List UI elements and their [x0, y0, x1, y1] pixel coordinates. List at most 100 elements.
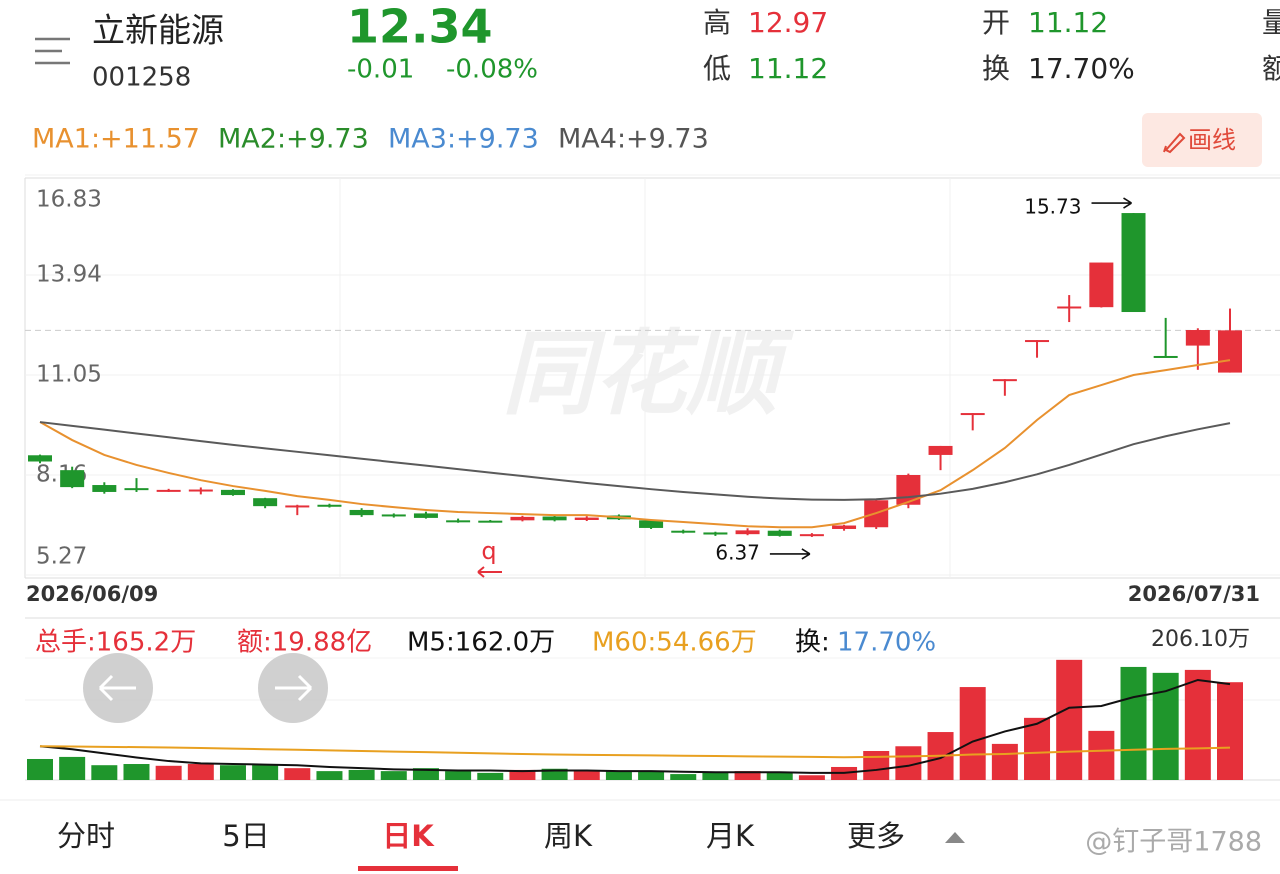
prev-button[interactable] — [83, 653, 153, 723]
volume-bar — [1217, 682, 1243, 780]
volume-bar — [734, 771, 761, 780]
annotation: 15.73 — [1024, 195, 1081, 219]
arrow-icon — [275, 674, 313, 702]
tab-bar: 分时 5日 日K 周K 月K 更多 — [57, 819, 905, 871]
y-tick-label: 5.27 — [36, 544, 87, 570]
draw-button[interactable]: 画线 — [1142, 113, 1262, 167]
y-tick-label: 13.94 — [36, 262, 102, 288]
volume-chart: 206.10万 — [25, 627, 1280, 780]
volume-bar — [27, 758, 53, 780]
tab[interactable]: 5日 — [222, 819, 269, 853]
change-pct: -0.08% — [446, 55, 538, 85]
volume-bar — [959, 687, 986, 780]
cut-label: 量 — [1262, 6, 1280, 39]
candle-body — [960, 413, 985, 416]
candle-body — [124, 488, 149, 491]
candle-body — [1185, 330, 1210, 346]
change: -0.01 — [347, 55, 414, 85]
menu-icon[interactable] — [35, 37, 70, 65]
volume-bar — [541, 768, 568, 780]
candle-body — [446, 520, 471, 523]
more-caret[interactable] — [945, 832, 965, 843]
candle-body — [735, 530, 760, 535]
ma-line — [39, 359, 1231, 529]
y-tick-label: 206.10万 — [1151, 627, 1250, 652]
volume-bar — [991, 743, 1018, 780]
volume-bar — [445, 771, 472, 780]
tab[interactable]: 日K — [382, 819, 435, 853]
annotation-arrow — [1091, 197, 1132, 209]
candle-body — [220, 489, 245, 496]
volume-bar — [573, 771, 600, 780]
candle-body — [1218, 330, 1242, 373]
volume-bar — [123, 764, 150, 780]
low-label: 低 — [703, 52, 731, 85]
tab[interactable]: 更多 — [847, 819, 905, 853]
candle-body — [639, 520, 664, 528]
candle-body — [992, 379, 1017, 382]
low: 11.12 — [748, 52, 828, 85]
volume-info: 总手:165.2万 额:19.88亿 M5:162.0万 M60:54.66万 换: 17… — [35, 628, 936, 658]
candle-body — [349, 509, 374, 516]
candle-body — [381, 514, 406, 517]
candle-body — [317, 504, 342, 507]
volume-bar — [798, 775, 825, 780]
button-bg — [1142, 113, 1262, 167]
volume-bar — [59, 756, 86, 780]
candle-body — [1089, 262, 1114, 308]
volume-stat: M5:162.0万 — [407, 628, 555, 658]
logo-watermark: 同花顺 — [502, 320, 795, 427]
annotation: 6.37 — [715, 540, 760, 564]
next-button[interactable] — [258, 653, 328, 723]
volume-bar — [702, 772, 729, 780]
candle-body — [1025, 340, 1050, 343]
ma-label: MA4:+9.73 — [558, 124, 709, 155]
arrow-icon — [98, 674, 136, 702]
candle-body — [1121, 213, 1146, 313]
signal-arrow — [477, 566, 502, 578]
ma-label: MA1:+11.57 — [32, 124, 200, 155]
volume-bar — [155, 765, 182, 780]
volume-bar — [1056, 659, 1083, 780]
volume-ma-line — [39, 745, 1231, 759]
x-tick-label: 2026/07/31 — [1128, 582, 1260, 606]
candle-body — [799, 534, 824, 537]
candle-body — [188, 489, 213, 492]
cut-label: 额 — [1262, 52, 1280, 85]
tab-underline — [358, 866, 458, 871]
button-label: 画线 — [1188, 126, 1236, 154]
volume-stat: 额:19.88亿 — [237, 628, 372, 658]
volume-bar — [284, 768, 311, 780]
ma-label: MA2:+9.73 — [218, 124, 369, 155]
price-chart: 5.278.1611.0513.9416.832026/06/092026/07… — [25, 174, 1280, 606]
volume-bar — [412, 768, 439, 780]
candle-body — [413, 513, 438, 518]
volume-bar — [1024, 717, 1051, 780]
ma-legend: MA1:+11.57 MA2:+9.73 MA3:+9.73 MA4:+9.73 — [32, 124, 709, 155]
volume-bar — [187, 764, 214, 780]
x-tick-label: 2026/06/09 — [26, 582, 158, 606]
candle-body — [478, 520, 503, 523]
stock-name: 立新能源 — [92, 11, 224, 50]
candle-body — [767, 530, 792, 536]
price: 12.34 — [347, 0, 493, 54]
tab[interactable]: 分时 — [57, 819, 115, 853]
volume-bar — [1184, 669, 1211, 780]
volume-bar — [1120, 666, 1147, 780]
volume-stat: 换: — [795, 628, 830, 658]
y-tick-label: 11.05 — [36, 362, 102, 388]
tab[interactable]: 月K — [706, 819, 755, 853]
volume-bar — [670, 774, 697, 780]
volume-bar — [380, 771, 407, 780]
watermark: @钉子哥1788 — [1085, 827, 1262, 858]
annotation-arrow — [769, 548, 811, 560]
volume-bar — [766, 772, 793, 780]
tab[interactable]: 周K — [544, 819, 593, 853]
signal-marker: q — [481, 537, 496, 565]
candle-body — [510, 516, 535, 521]
volume-stat: M60:54.66万 — [592, 628, 757, 658]
candle-body — [285, 505, 310, 508]
candle-body — [1153, 355, 1178, 358]
